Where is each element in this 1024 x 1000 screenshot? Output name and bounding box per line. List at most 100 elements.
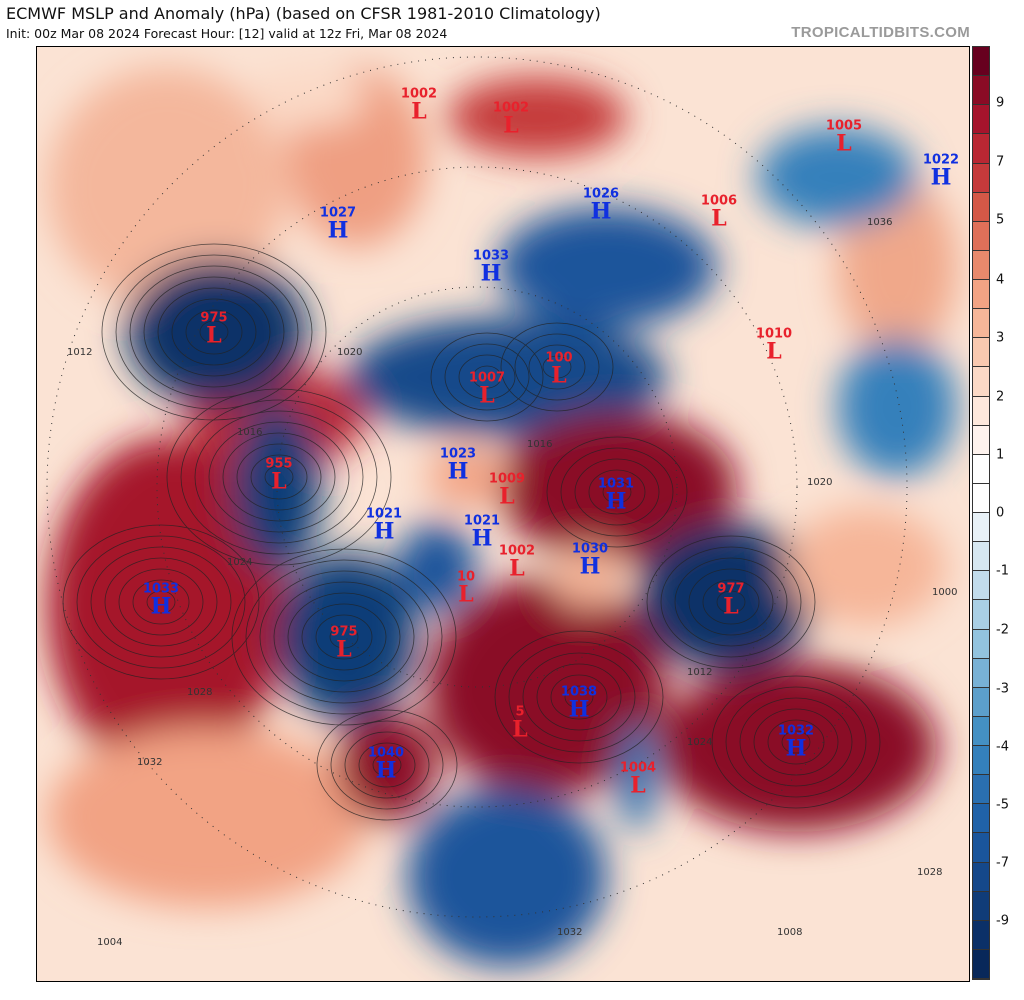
isobar <box>259 570 429 704</box>
isobar <box>185 309 243 355</box>
pressure-value: 1026 <box>582 186 620 202</box>
pressure-symbol: L <box>711 205 727 232</box>
colorbar-band <box>973 891 989 921</box>
pressure-value: 1021 <box>463 513 501 529</box>
isobar <box>104 557 218 647</box>
isobar <box>739 697 853 787</box>
pressure-symbol: H <box>373 518 395 545</box>
isobar <box>781 730 811 754</box>
colorbar-band <box>973 542 989 572</box>
isobar <box>514 333 600 401</box>
pressure-value: 1006 <box>700 193 738 209</box>
isobar <box>264 465 294 489</box>
colorbar-band <box>973 600 989 630</box>
colorbar-tick-label: -2 <box>996 622 1009 638</box>
isobar-label: 1024 <box>227 557 253 568</box>
isobar <box>725 686 867 798</box>
pressure-symbol: L <box>766 338 782 365</box>
pressure-symbol: L <box>206 322 222 349</box>
isobar <box>62 524 260 680</box>
isobar <box>250 454 308 500</box>
colorbar-tick-label: -5 <box>996 797 1009 813</box>
pressure-symbol: H <box>375 757 397 784</box>
pressure-value: 975 <box>200 310 228 326</box>
colorbar-tick-label: -3 <box>996 681 1009 697</box>
isobar-label: 1028 <box>917 867 943 878</box>
low-pressure-center: 1005 L <box>826 120 862 155</box>
low-pressure-center: 1010 L <box>756 328 792 363</box>
low-pressure-center: 1002 L <box>493 102 529 137</box>
watermark: TROPICALTIDBITS.COM <box>791 24 970 41</box>
isobar <box>329 625 359 649</box>
isobar <box>180 399 378 555</box>
pressure-symbol: H <box>327 217 349 244</box>
colorbar-band <box>973 221 989 251</box>
isobar-label: 1004 <box>97 937 123 948</box>
isobar <box>711 675 881 809</box>
isobar <box>129 265 299 399</box>
latitude-line <box>46 56 908 918</box>
high-pressure-center: 1030 H <box>572 543 608 578</box>
pressure-symbol: H <box>447 458 469 485</box>
pressure-symbol: H <box>605 488 627 515</box>
high-pressure-center: 1021 H <box>366 508 402 543</box>
anomaly-region <box>552 547 622 607</box>
low-pressure-center: 955 L <box>265 458 292 493</box>
colorbar-band <box>973 862 989 892</box>
isobar <box>542 355 572 379</box>
pressure-value: 1002 <box>400 86 438 102</box>
isobar <box>171 298 257 366</box>
isobar <box>674 557 788 647</box>
pressure-symbol: L <box>336 636 352 663</box>
colorbar-band <box>973 454 989 484</box>
isobar <box>208 421 350 533</box>
pressure-value: 100 <box>545 350 573 366</box>
anomaly-region <box>407 787 607 967</box>
pressure-value: 1032 <box>777 723 815 739</box>
isobar <box>222 432 336 522</box>
isobar-label: 1012 <box>687 667 713 678</box>
isobar <box>494 630 664 764</box>
isobar <box>574 458 660 526</box>
isobar <box>536 663 622 731</box>
high-pressure-center: 1027 H <box>320 207 356 242</box>
isobar <box>767 719 825 765</box>
high-pressure-center: 1040 H <box>368 747 404 782</box>
colorbar-band <box>973 775 989 805</box>
colorbar-band <box>973 47 989 77</box>
colorbar-tick-label: -7 <box>996 855 1009 871</box>
isobar <box>508 641 650 753</box>
isobar <box>522 652 636 742</box>
low-pressure-center: 1007 L <box>469 372 505 407</box>
isobar <box>702 579 760 625</box>
isobar-label: 1036 <box>867 217 893 228</box>
isobar <box>301 603 387 671</box>
anomaly-region <box>337 712 437 822</box>
pressure-symbol: L <box>479 382 495 409</box>
colorbar-band <box>973 920 989 950</box>
low-pressure-center: 1004 L <box>620 762 656 797</box>
pressure-value: 1033 <box>472 248 510 264</box>
isobar <box>646 535 816 669</box>
pressure-value: 1033 <box>142 581 180 597</box>
isobar <box>315 614 373 660</box>
colorbar-band <box>973 571 989 601</box>
colorbar-band <box>973 716 989 746</box>
colorbar-band <box>973 804 989 834</box>
high-pressure-center: 1033 H <box>143 583 179 618</box>
high-pressure-center: 1032 H <box>778 725 814 760</box>
colorbar-tick-label: 4 <box>996 272 1005 288</box>
colorbar <box>972 46 990 980</box>
isobar-label: 1028 <box>187 687 213 698</box>
isobar-label: 1016 <box>527 439 553 450</box>
pressure-symbol: L <box>630 772 646 799</box>
latitude-line <box>156 166 798 808</box>
anomaly-region <box>787 507 947 627</box>
low-pressure-center: 1002 L <box>401 88 437 123</box>
pressure-symbol: L <box>458 581 474 608</box>
high-pressure-center: 1038 H <box>561 686 597 721</box>
pressure-value: 1004 <box>619 760 657 776</box>
pressure-symbol: L <box>836 130 852 157</box>
pressure-value: 10 <box>456 569 476 585</box>
map-title: ECMWF MSLP and Anomaly (hPa) (based on C… <box>6 4 601 23</box>
